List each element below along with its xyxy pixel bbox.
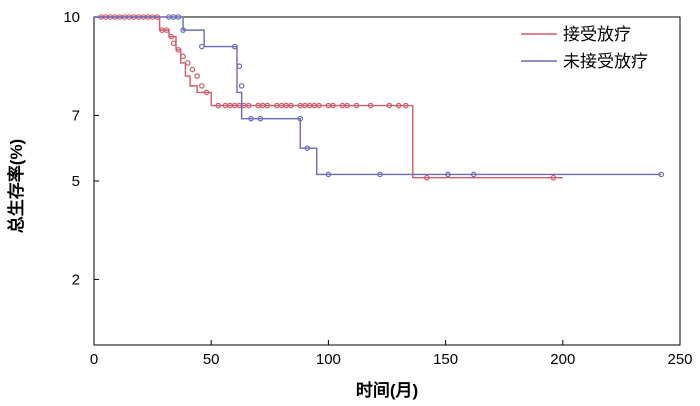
censor-point: [470, 171, 477, 178]
censor-point: [297, 115, 304, 122]
axes: 0 50 100 150 200 250 2 5 7 10: [63, 9, 692, 368]
censor-point: [203, 89, 210, 96]
censor-point: [184, 60, 191, 66]
x-tick-label: 250: [667, 351, 692, 368]
censor-point: [163, 27, 170, 33]
legend-label: 接受放疗: [563, 25, 631, 44]
x-axis-label: 时间(月): [356, 380, 418, 400]
y-axis-label: 总生存率(%): [6, 139, 26, 233]
censor-point: [288, 102, 294, 109]
series-line: [94, 16, 563, 179]
y-tick-label: 7: [72, 107, 80, 124]
censor-point: [424, 174, 430, 181]
censor-point: [395, 102, 402, 109]
y-tick-label: 10: [63, 9, 80, 26]
legend-label: 未接受放疗: [563, 52, 648, 71]
censor-point: [175, 46, 182, 53]
x-tick-label: 100: [316, 351, 341, 368]
censor-point: [238, 83, 245, 89]
x-tick-label: 0: [90, 351, 98, 368]
y-tick-label: 2: [72, 271, 80, 288]
censor-point: [550, 174, 557, 181]
censor-point: [386, 102, 393, 109]
censor-point: [402, 102, 409, 109]
x-tick-label: 200: [550, 351, 575, 368]
censor-point: [377, 171, 383, 178]
censor-point: [215, 102, 222, 109]
censor-point: [236, 63, 243, 69]
series-1: [94, 14, 563, 181]
censor-point: [257, 115, 264, 122]
censor-point: [325, 171, 332, 178]
censor-point: [264, 102, 271, 109]
censor-point: [344, 102, 350, 109]
censor-point: [180, 27, 186, 33]
series-2: [94, 14, 665, 178]
censor-point: [199, 83, 205, 89]
series-line: [94, 16, 662, 176]
censor-point: [199, 43, 205, 50]
censor-point: [245, 102, 252, 109]
series-layer: [94, 14, 665, 181]
censor-point: [180, 53, 186, 60]
y-tick-label: 5: [72, 173, 80, 190]
censor-point: [367, 102, 374, 109]
censor-point: [168, 33, 175, 40]
censor-point: [304, 145, 311, 152]
censor-point: [194, 73, 200, 79]
censor-point: [170, 40, 177, 47]
censor-point: [231, 43, 238, 50]
censor-point: [189, 66, 196, 73]
x-tick-label: 50: [203, 351, 220, 368]
x-tick-label: 150: [433, 351, 458, 368]
censor-point: [330, 102, 336, 109]
censor-point: [248, 115, 254, 122]
censor-point: [445, 171, 451, 178]
censor-point: [353, 102, 360, 109]
censor-point: [316, 102, 322, 109]
censor-point: [175, 14, 182, 20]
censor-point: [658, 171, 665, 178]
